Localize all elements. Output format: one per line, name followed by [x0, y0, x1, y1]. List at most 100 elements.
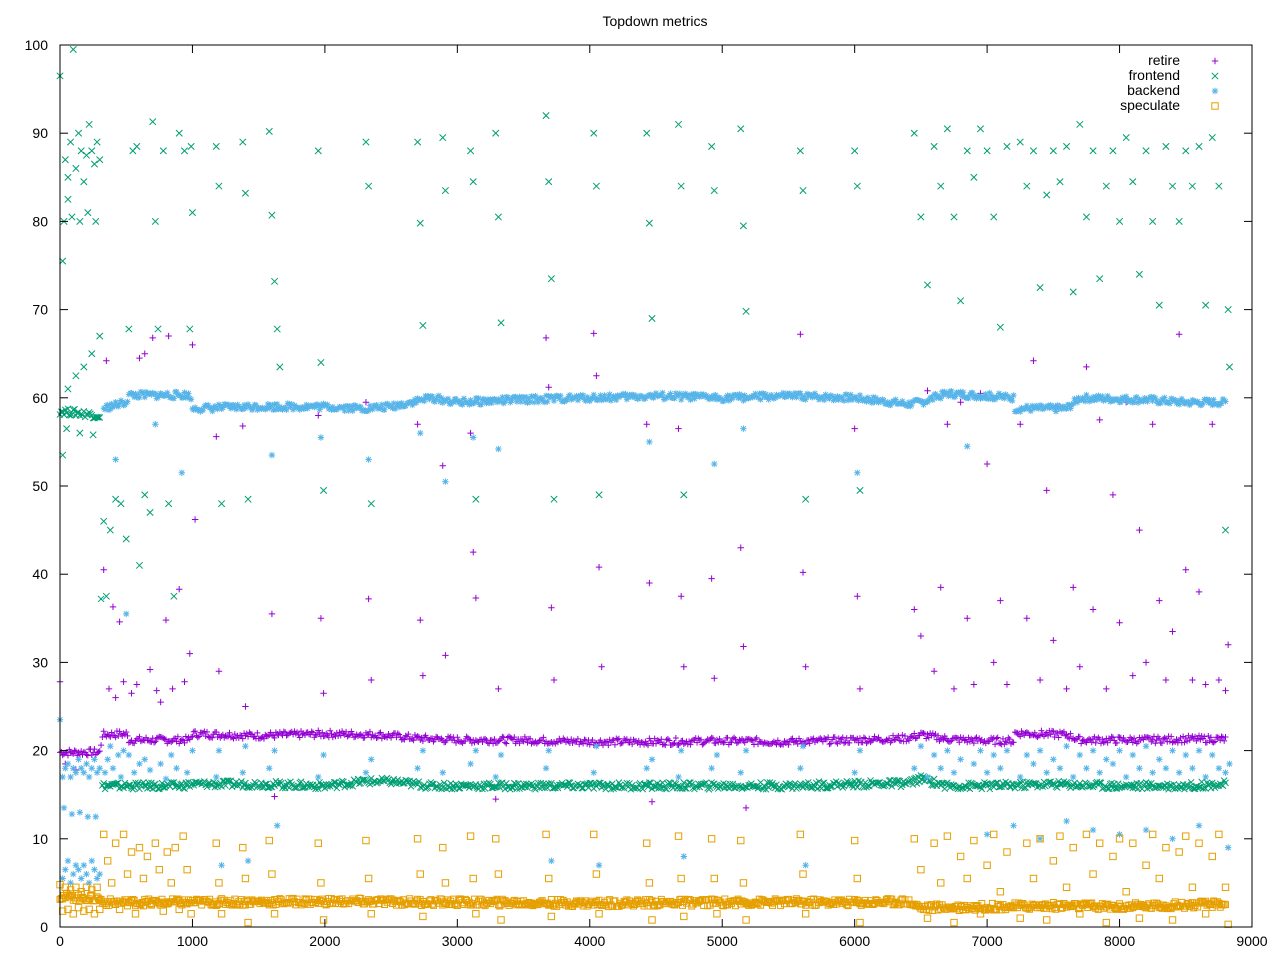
point-backend: [1149, 769, 1156, 776]
point-retire: [590, 330, 597, 337]
point-frontend: [122, 535, 130, 543]
point-frontend: [64, 385, 72, 393]
point-backend: [742, 747, 750, 754]
point-frontend: [923, 281, 932, 289]
point-frontend: [796, 147, 804, 155]
point-backend: [84, 813, 92, 820]
point-frontend: [590, 129, 598, 137]
point-retire: [1169, 628, 1176, 635]
point-frontend: [996, 323, 1004, 331]
data-marks: [56, 45, 1234, 929]
legend-marker-backend: [1211, 87, 1219, 95]
point-retire: [153, 687, 160, 694]
point-frontend: [276, 363, 284, 371]
point-backend: [242, 742, 249, 750]
point-retire: [1195, 588, 1203, 596]
point-frontend: [365, 182, 373, 190]
point-speculate: [680, 912, 688, 921]
point-frontend: [963, 147, 971, 155]
point-backend: [1083, 765, 1090, 772]
point-frontend: [271, 277, 279, 285]
point-backend: [1103, 756, 1110, 763]
y-tick-label: 20: [32, 743, 48, 759]
point-frontend: [149, 118, 157, 126]
point-frontend: [1168, 182, 1177, 190]
point-backend: [854, 469, 861, 476]
point-retire: [157, 698, 164, 706]
point-speculate: [1155, 874, 1163, 883]
point-frontend: [146, 508, 154, 517]
point-backend: [96, 870, 103, 878]
point-backend: [67, 879, 74, 887]
point-speculate: [466, 832, 475, 840]
point-backend: [77, 765, 85, 772]
point-frontend: [1023, 182, 1031, 190]
point-speculate: [1016, 914, 1024, 922]
point-speculate: [103, 857, 112, 865]
point-backend: [1136, 765, 1143, 772]
point-backend: [104, 756, 111, 763]
series-backend: [56, 387, 1233, 887]
point-speculate: [367, 910, 375, 918]
point-frontend: [950, 213, 958, 221]
point-frontend: [96, 332, 104, 340]
point-backend: [924, 773, 931, 781]
point-frontend: [1056, 178, 1064, 186]
point-backend: [1215, 765, 1223, 772]
point-speculate: [77, 888, 85, 896]
point-retire: [1017, 421, 1024, 428]
point-speculate: [643, 839, 651, 847]
point-backend: [1043, 769, 1050, 776]
point-backend: [1162, 765, 1170, 772]
x-tick-label: 4000: [574, 933, 605, 949]
point-speculate: [494, 870, 503, 878]
x-tick-label: 9000: [1236, 933, 1267, 949]
point-speculate: [950, 918, 958, 927]
point-backend: [80, 862, 88, 869]
point-frontend: [1142, 147, 1150, 155]
point-speculate: [72, 883, 80, 892]
point-speculate: [1142, 861, 1150, 869]
point-speculate: [1076, 910, 1084, 918]
point-backend: [737, 769, 744, 776]
point-backend: [109, 765, 117, 772]
point-backend: [1096, 769, 1103, 776]
point-backend: [162, 775, 170, 783]
point-retire: [271, 793, 278, 800]
point-retire: [362, 399, 370, 406]
point-frontend: [1069, 288, 1077, 296]
point-backend: [1226, 760, 1233, 768]
point-speculate: [492, 835, 500, 843]
y-tick-label: 0: [40, 919, 48, 935]
point-speculate: [239, 843, 247, 852]
series-frontend: [56, 45, 1234, 793]
y-tick-label: 70: [32, 302, 48, 318]
point-backend: [215, 747, 223, 754]
point-frontend: [592, 182, 600, 190]
point-frontend: [170, 592, 178, 600]
point-speculate: [1168, 916, 1177, 924]
point-backend: [168, 751, 175, 759]
point-backend: [1209, 751, 1216, 759]
point-speculate: [139, 874, 148, 883]
point-retire: [1003, 681, 1011, 688]
point-backend: [1116, 747, 1123, 754]
point-speculate: [1029, 874, 1038, 883]
point-backend: [60, 804, 68, 812]
point-backend: [72, 862, 80, 869]
point-speculate: [799, 870, 807, 878]
point-backend: [1129, 751, 1136, 759]
point-frontend: [497, 319, 505, 327]
point-frontend: [957, 297, 965, 305]
point-frontend: [917, 213, 925, 221]
y-tick-label: 40: [32, 566, 48, 582]
point-speculate: [111, 839, 120, 847]
point-speculate: [80, 907, 88, 915]
point-retire: [1182, 566, 1189, 573]
point-backend: [990, 751, 997, 759]
point-speculate: [58, 907, 67, 915]
point-backend: [368, 756, 375, 763]
point-frontend: [1202, 301, 1210, 309]
point-backend: [70, 870, 77, 878]
point-speculate: [996, 888, 1005, 896]
